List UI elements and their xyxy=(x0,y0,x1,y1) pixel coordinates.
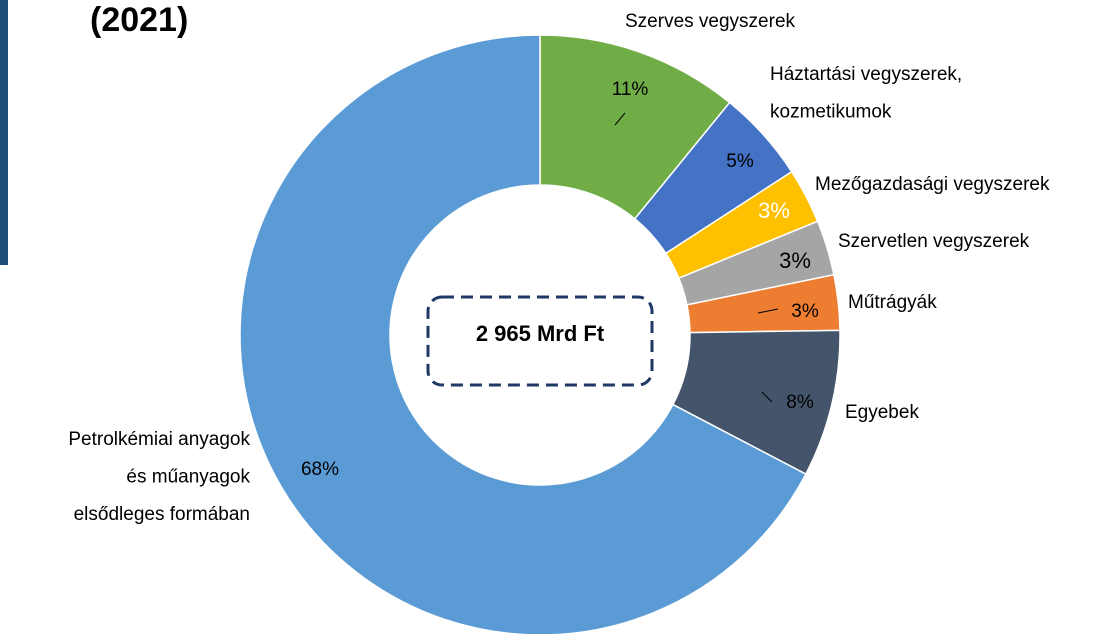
side-bar xyxy=(0,0,8,265)
value-label: 11% xyxy=(612,79,649,100)
slice xyxy=(239,34,807,634)
value-label: 8% xyxy=(786,392,814,413)
category-label: Háztartási vegyszerek, xyxy=(770,64,962,85)
leaders xyxy=(614,112,779,403)
value-label: 5% xyxy=(726,151,754,172)
chart-title: (2021) xyxy=(90,1,188,39)
category-label: Egyebek xyxy=(845,402,919,423)
center-box xyxy=(426,295,654,387)
category-label: Petrolkémiai anyagok xyxy=(68,429,250,450)
category-label: Szerves vegyszerek xyxy=(625,11,796,32)
value-label: 3% xyxy=(791,301,819,322)
slices xyxy=(239,34,841,634)
center-label: 2 965 Mrd Ft xyxy=(476,321,605,346)
value-label: 3% xyxy=(758,198,790,223)
value-label: 68% xyxy=(301,459,339,480)
category-label: és műanyagok xyxy=(126,467,250,488)
category-label: Mezőgazdasági vegyszerek xyxy=(815,174,1050,195)
category-label: Szervetlen vegyszerek xyxy=(838,231,1030,252)
value-label: 3% xyxy=(779,248,811,273)
category-label: Műtrágyák xyxy=(848,292,937,313)
category-label: elsődleges formában xyxy=(74,504,250,525)
category-label: kozmetikumok xyxy=(770,102,892,123)
